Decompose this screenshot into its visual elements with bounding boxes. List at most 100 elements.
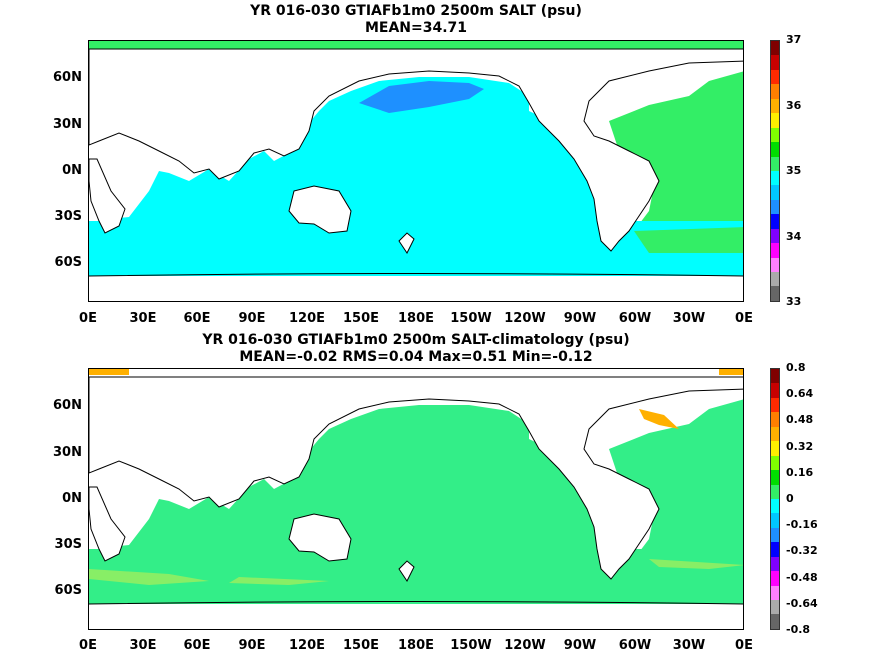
colorbar-swatch <box>771 41 779 56</box>
colorbar-swatch <box>771 113 779 128</box>
colorbar-tick-label: 35 <box>786 164 802 177</box>
colorbar-swatch <box>771 98 779 114</box>
colorbar-tick-label: 0.32 <box>786 439 814 453</box>
colorbar-swatch <box>771 600 779 615</box>
bottom-continents <box>89 376 743 582</box>
colorbar-swatch <box>771 142 779 157</box>
bottom-lon-10: 60W <box>618 638 652 653</box>
colorbar-tick-label: 37 <box>786 33 802 46</box>
colorbar-tick-label: 0 <box>786 492 794 505</box>
colorbar-swatch <box>771 484 779 499</box>
bottom-map-panel <box>88 368 744 630</box>
top-lon-5: 150E <box>342 311 380 326</box>
top-colorbar <box>770 40 780 302</box>
colorbar-tick-label: 0.8 <box>786 361 806 374</box>
bottom-lat-30N: 30N <box>53 445 82 460</box>
bottom-lon-8: 120W <box>504 638 546 653</box>
top-lat-30N: 30N <box>53 117 82 132</box>
top-lat-30S: 30S <box>54 209 82 224</box>
bottom-lon-2: 60E <box>183 638 211 653</box>
bottom-lon-6: 180E <box>397 638 435 653</box>
colorbar-swatch <box>771 571 779 586</box>
colorbar-swatch <box>771 455 779 471</box>
colorbar-swatch <box>771 214 779 229</box>
colorbar-swatch <box>771 185 779 200</box>
bottom-lat-30S: 30S <box>54 537 82 552</box>
colorbar-swatch <box>771 513 779 528</box>
colorbar-swatch <box>771 412 779 427</box>
bottom-lon-0: 0E <box>79 638 97 653</box>
bottom-lon-5: 150E <box>342 638 380 653</box>
colorbar-tick-label: -0.16 <box>786 518 818 532</box>
colorbar-tick-label: 0.48 <box>786 413 814 427</box>
colorbar-swatch <box>771 426 779 442</box>
top-lon-4: 120E <box>288 311 326 326</box>
top-lon-12: 0E <box>735 311 753 326</box>
top-mean: MEAN=34.71 <box>364 20 468 36</box>
bottom-lat-60S: 60S <box>54 583 82 598</box>
top-lon-2: 60E <box>183 311 211 326</box>
colorbar-swatch <box>771 585 779 600</box>
colorbar-swatch <box>771 527 779 543</box>
colorbar-tick-label: -0.32 <box>786 544 818 558</box>
top-atlantic-ocean <box>609 71 743 246</box>
colorbar-swatch <box>771 397 779 413</box>
top-lon-9: 90W <box>563 311 597 326</box>
colorbar-tick-label: -0.64 <box>786 596 818 610</box>
bottom-north-atlantic-anomaly <box>639 409 679 429</box>
colorbar-tick-label: -0.8 <box>786 623 811 636</box>
bottom-map-svg <box>89 369 743 629</box>
colorbar-swatch <box>771 55 779 70</box>
bottom-lon-12: 0E <box>735 638 753 653</box>
bottom-lon-9: 90W <box>563 638 597 653</box>
colorbar-swatch <box>771 84 779 99</box>
top-lat-60S: 60S <box>54 255 82 270</box>
top-southern-ocean <box>89 221 743 276</box>
colorbar-swatch <box>771 272 779 287</box>
colorbar-swatch <box>771 369 779 384</box>
colorbar-tick-label: 0.16 <box>786 465 814 479</box>
bottom-title: YR 016-030 GTIAFb1m0 2500m SALT-climatol… <box>202 332 630 348</box>
colorbar-swatch <box>771 286 779 301</box>
colorbar-tick-label: 0.64 <box>786 387 814 401</box>
colorbar-tick-label: 34 <box>786 229 802 243</box>
top-title: YR 016-030 GTIAFb1m0 2500m SALT (psu) <box>250 3 582 19</box>
bottom-lat-0N: 0N <box>62 491 82 506</box>
top-lon-11: 30W <box>672 311 706 326</box>
top-lon-6: 180E <box>397 311 435 326</box>
colorbar-swatch <box>771 127 779 143</box>
colorbar-swatch <box>771 470 779 485</box>
bottom-lat-60N: 60N <box>53 398 82 413</box>
colorbar-swatch <box>771 257 779 272</box>
colorbar-tick-label: 33 <box>786 295 802 308</box>
bottom-lon-4: 120E <box>288 638 326 653</box>
bottom-lon-11: 30W <box>672 638 706 653</box>
bottom-south-band <box>89 559 743 585</box>
colorbar-swatch <box>771 542 779 557</box>
bottom-lon-7: 150W <box>450 638 492 653</box>
top-lon-3: 90E <box>238 311 266 326</box>
top-npac-low-salt <box>359 81 484 113</box>
colorbar-tick-label: -0.48 <box>786 570 818 584</box>
colorbar-swatch <box>771 170 779 186</box>
bottom-colorbar <box>770 368 780 630</box>
colorbar-swatch <box>771 498 779 514</box>
bottom-lon-1: 30E <box>129 638 157 653</box>
colorbar-swatch <box>771 383 779 398</box>
top-map-panel <box>88 40 744 302</box>
bottom-stats: MEAN=-0.02 RMS=0.04 Max=0.51 Min=-0.12 <box>239 349 593 365</box>
top-lat-60N: 60N <box>53 70 82 85</box>
colorbar-swatch <box>771 199 779 215</box>
colorbar-swatch <box>771 228 779 244</box>
colorbar-swatch <box>771 243 779 258</box>
colorbar-swatch <box>771 614 779 629</box>
colorbar-swatch <box>771 156 779 171</box>
top-lon-10: 60W <box>618 311 652 326</box>
top-lat-0N: 0N <box>62 163 82 178</box>
colorbar-tick-label: 36 <box>786 98 802 112</box>
top-lon-0: 0E <box>79 311 97 326</box>
top-map-svg <box>89 41 743 301</box>
top-lon-1: 30E <box>129 311 157 326</box>
top-lon-8: 120W <box>504 311 546 326</box>
colorbar-swatch <box>771 69 779 85</box>
